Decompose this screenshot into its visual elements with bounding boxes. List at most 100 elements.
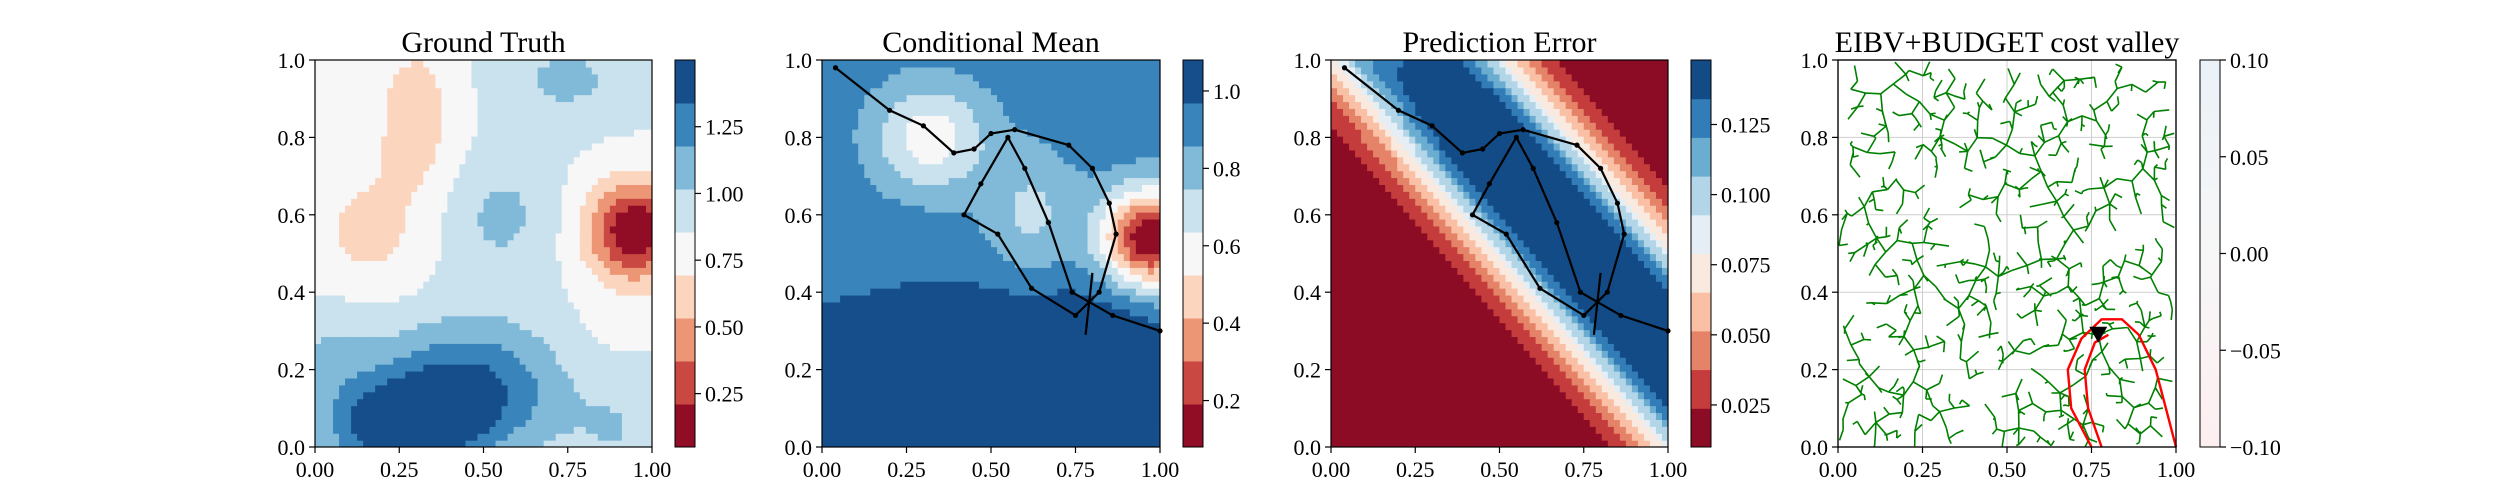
heatmap-cell: [991, 101, 998, 109]
heatmap-cell: [375, 274, 382, 282]
heatmap-cell: [369, 364, 376, 372]
heatmap-cell: [453, 198, 461, 206]
heatmap-cell: [852, 170, 859, 179]
heatmap-cell: [882, 343, 889, 351]
heatmap-cell: [381, 426, 388, 434]
heatmap-cell: [645, 129, 652, 137]
heatmap-cell: [579, 94, 587, 103]
heatmap-cell: [822, 80, 829, 89]
heatmap-cell: [645, 301, 652, 310]
heatmap-cell: [369, 288, 376, 296]
heatmap-cell: [429, 73, 436, 82]
heatmap-cell: [321, 205, 328, 213]
heatmap-cell: [459, 322, 467, 331]
heatmap-cell: [351, 364, 358, 372]
heatmap-cell: [615, 440, 623, 447]
heatmap-cell: [501, 308, 509, 317]
heatmap-cell: [531, 246, 539, 255]
heatmap-cell: [633, 129, 641, 137]
heatmap-cell: [525, 80, 533, 89]
heatmap-cell: [597, 218, 605, 227]
heatmap-cell: [405, 391, 412, 400]
heatmap-cell: [345, 336, 352, 344]
heatmap-cell: [357, 288, 364, 296]
heatmap-cell: [441, 253, 448, 262]
heatmap-cell: [513, 66, 521, 75]
heatmap-cell: [912, 260, 920, 268]
heatmap-cell: [351, 80, 358, 89]
heatmap-cell: [567, 426, 575, 434]
heatmap-cell: [882, 94, 889, 103]
heatmap-cell: [327, 412, 334, 420]
heatmap-cell: [315, 108, 322, 116]
heatmap-cell: [543, 440, 551, 447]
heatmap-cell: [960, 315, 968, 324]
heatmap-cell: [525, 218, 533, 227]
heatmap-cell: [537, 66, 545, 75]
heatmap-cell: [645, 218, 652, 227]
heatmap-cell: [858, 267, 865, 275]
heatmap-cell: [387, 419, 394, 427]
heatmap-cell: [525, 322, 533, 331]
heatmap-cell: [363, 170, 370, 179]
heatmap-cell: [997, 433, 1004, 441]
heatmap-cell: [435, 73, 442, 82]
heatmap-cell: [537, 267, 545, 275]
heatmap-cell: [1003, 350, 1010, 358]
heatmap-cell: [828, 398, 835, 407]
heatmap-cell: [519, 343, 527, 351]
heatmap-cell: [1009, 301, 1016, 310]
heatmap-cell: [978, 170, 986, 179]
heatmap-cell: [471, 350, 479, 358]
heatmap-cell: [852, 364, 859, 372]
heatmap-cell: [453, 322, 461, 331]
heatmap-cell: [519, 370, 527, 379]
heatmap-cell: [834, 384, 841, 393]
heatmap-cell: [991, 433, 998, 441]
heatmap-cell: [411, 405, 418, 414]
heatmap-cell: [327, 364, 334, 372]
heatmap-cell: [567, 129, 575, 137]
heatmap-cell: [894, 80, 902, 89]
heatmap-cell: [639, 80, 647, 89]
heatmap-cell: [321, 191, 328, 199]
heatmap-cell: [477, 391, 485, 400]
heatmap-cell: [936, 73, 944, 82]
heatmap-cell: [918, 163, 926, 172]
heatmap-cell: [435, 301, 442, 310]
heatmap-cell: [960, 80, 968, 89]
heatmap-cell: [351, 163, 358, 172]
heatmap-cell: [591, 225, 599, 234]
heatmap-cell: [597, 149, 605, 158]
heatmap-cell: [930, 350, 938, 358]
heatmap-cell: [984, 191, 992, 199]
heatmap-cell: [345, 163, 352, 172]
heatmap-cell: [852, 101, 859, 109]
heatmap-cell: [942, 364, 950, 372]
heatmap-cell: [531, 198, 539, 206]
heatmap-cell: [900, 246, 908, 255]
heatmap-cell: [912, 184, 920, 192]
heatmap-cell: [1003, 163, 1010, 172]
heatmap-cell: [447, 225, 455, 234]
heatmap-cell: [991, 177, 998, 185]
heatmap-cell: [363, 122, 370, 130]
heatmap-cell: [387, 357, 394, 365]
heatmap-cell: [954, 60, 962, 68]
heatmap-cell: [411, 419, 418, 427]
heatmap-cell: [513, 73, 521, 82]
heatmap-cell: [991, 170, 998, 179]
heatmap-cell: [633, 288, 641, 296]
heatmap-cell: [549, 184, 557, 192]
heatmap-cell: [537, 377, 545, 386]
heatmap-cell: [840, 170, 847, 179]
heatmap-cell: [1003, 129, 1010, 137]
heatmap-cell: [513, 405, 521, 414]
heatmap-cell: [315, 136, 322, 144]
heatmap-cell: [1003, 184, 1010, 192]
heatmap-cell: [912, 87, 920, 96]
heatmap-cell: [423, 357, 430, 365]
heatmap-cell: [888, 260, 896, 268]
heatmap-cell: [549, 343, 557, 351]
heatmap-cell: [489, 198, 497, 206]
